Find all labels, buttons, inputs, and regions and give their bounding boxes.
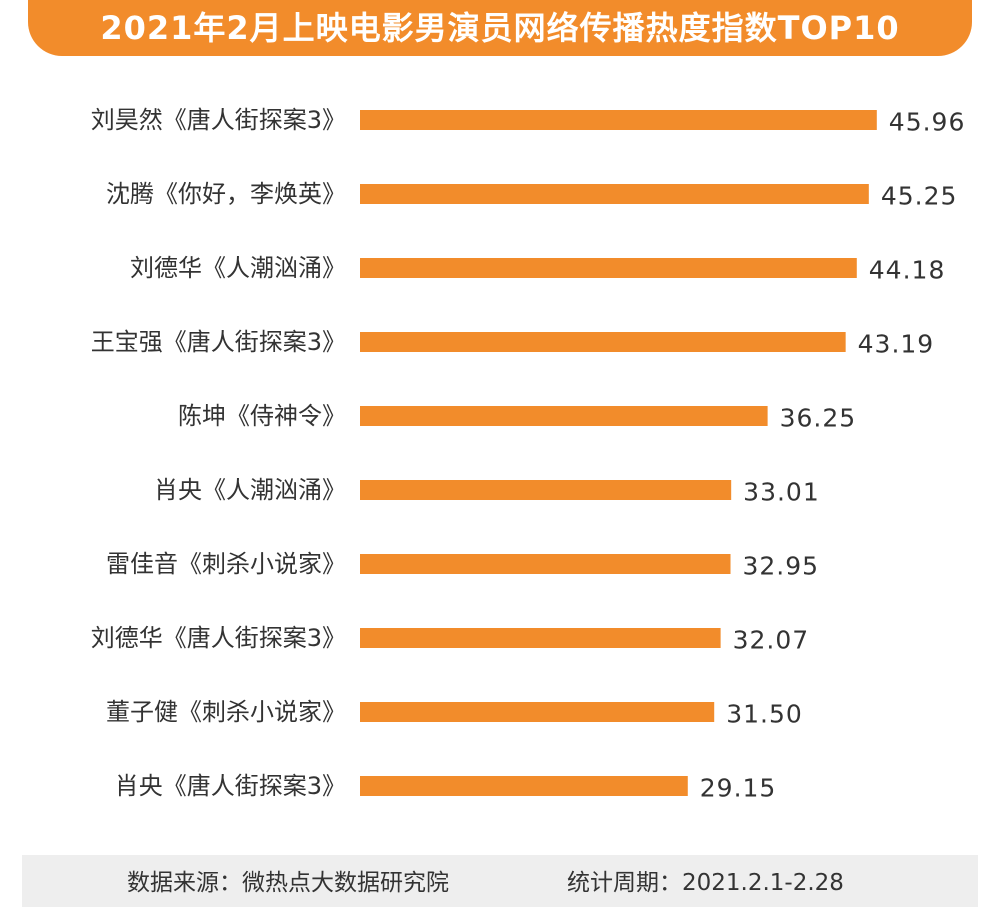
value-label: 33.01 <box>743 478 820 507</box>
value-label: 43.19 <box>858 330 935 359</box>
category-label: 刘昊然《唐人街探案3》 <box>91 106 346 134</box>
category-label: 沈腾《你好，李焕英》 <box>106 180 346 208</box>
category-label: 董子健《刺杀小说家》 <box>106 698 346 726</box>
bar <box>360 554 731 574</box>
bar <box>360 702 715 722</box>
bar <box>360 110 877 130</box>
bar <box>360 406 768 426</box>
value-label: 32.95 <box>743 552 820 581</box>
category-label: 刘德华《唐人街探案3》 <box>91 624 346 652</box>
title-banner <box>28 0 972 56</box>
category-label: 肖央《人潮汹涌》 <box>154 476 346 504</box>
category-label: 王宝强《唐人街探案3》 <box>91 328 346 356</box>
category-label: 刘德华《人潮汹涌》 <box>130 254 346 282</box>
category-label: 陈坤《侍神令》 <box>178 402 346 430</box>
bar <box>360 332 846 352</box>
bar <box>360 258 857 278</box>
stat-period-text: 统计周期：2021.2.1-2.28 <box>567 870 844 896</box>
bar <box>360 184 869 204</box>
bar <box>360 480 732 500</box>
category-label: 雷佳音《刺杀小说家》 <box>106 550 346 578</box>
value-label: 29.15 <box>700 774 777 803</box>
category-label: 肖央《唐人街探案3》 <box>115 772 346 800</box>
chart-title: 2021年2月上映电影男演员网络传播热度指数TOP10 <box>100 9 900 47</box>
value-label: 45.96 <box>889 108 966 137</box>
footer: 数据来源：微热点大数据研究院 统计周期：2021.2.1-2.28 <box>22 855 978 907</box>
value-label: 32.07 <box>733 626 810 655</box>
value-label: 44.18 <box>869 256 946 285</box>
bar <box>360 776 688 796</box>
data-source-text: 数据来源：微热点大数据研究院 <box>127 870 449 896</box>
value-label: 45.25 <box>881 182 958 211</box>
value-label: 31.50 <box>726 700 803 729</box>
bar <box>360 628 721 648</box>
value-label: 36.25 <box>780 404 857 433</box>
